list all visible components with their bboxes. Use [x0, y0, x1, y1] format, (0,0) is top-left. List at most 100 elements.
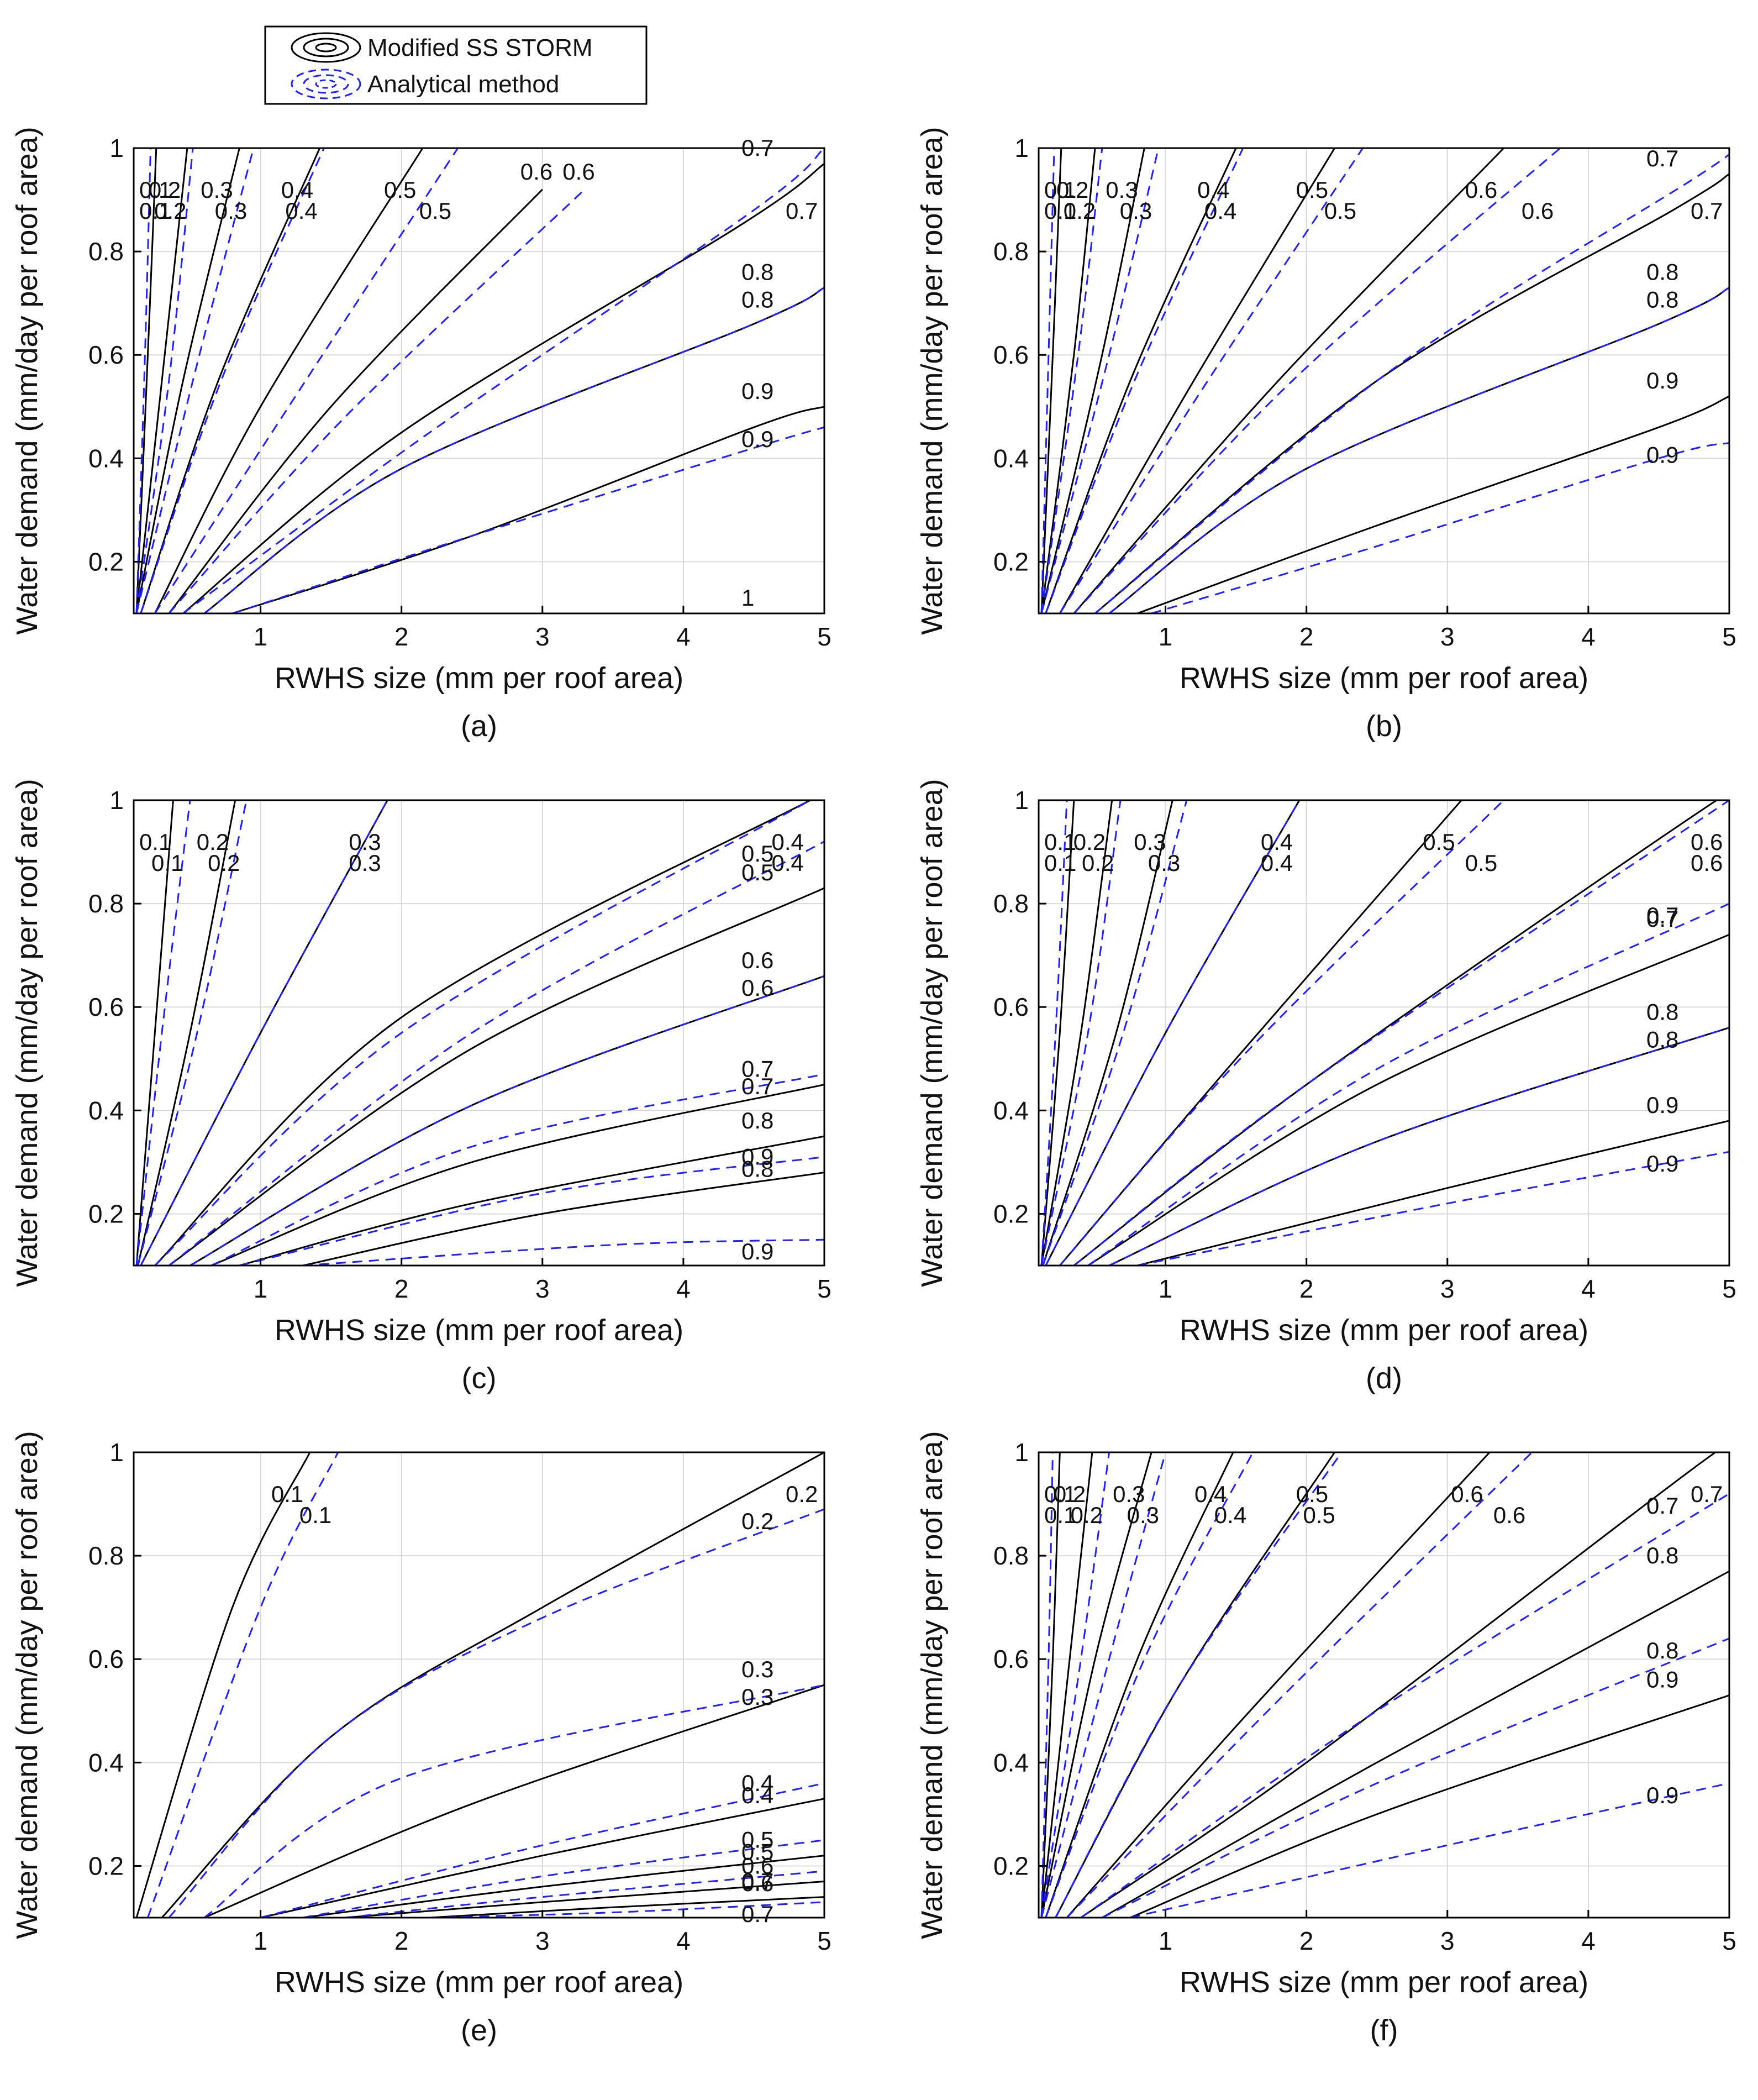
contour-label-0.2: 0.2	[1071, 1502, 1103, 1528]
contour-label-0.1: 0.1	[1044, 1502, 1076, 1528]
contour-label-0.6: 0.6	[1691, 850, 1723, 876]
ss-storm-contour-0.3	[1040, 1452, 1152, 1918]
ss-storm-contour-0.2	[1040, 1452, 1093, 1918]
contour-label-0.2: 0.2	[197, 829, 229, 855]
x-tick-label: 5	[1722, 1274, 1736, 1303]
x-tick-label: 1	[254, 1274, 268, 1303]
contour-label-0.7: 0.7	[1646, 1493, 1678, 1519]
y-tick-label: 0.4	[993, 1096, 1029, 1125]
y-tick-label: 0.6	[88, 340, 124, 369]
analytical-contour-0.8	[1108, 1027, 1729, 1266]
ss-storm-contour-0.6	[1073, 148, 1504, 613]
contour-label-0.1: 0.1	[139, 198, 171, 224]
contour-lines	[135, 800, 824, 1266]
contour-label-0.2: 0.2	[786, 1481, 818, 1507]
analytical-contour-0.8	[1102, 1637, 1729, 1918]
contour-label-0.4: 0.4	[1194, 1481, 1227, 1507]
contour-label-0.5: 0.5	[741, 1839, 773, 1865]
contour-label-0.9: 0.9	[1646, 1092, 1678, 1118]
contour-label-0.1: 0.1	[271, 1481, 303, 1507]
contour-label-0.4: 0.4	[772, 850, 804, 876]
y-tick-label: 1	[1014, 786, 1029, 815]
contour-label-0.9: 0.9	[1646, 368, 1678, 393]
contour-lines	[1040, 148, 1729, 613]
x-tick-label: 3	[1440, 622, 1455, 651]
analytical-contour-0.5	[154, 148, 459, 613]
ss-storm-contour-0.5	[168, 887, 824, 1266]
contour-label-0.8: 0.8	[1646, 259, 1678, 285]
contour-label-0.6: 0.6	[520, 159, 552, 185]
contour-label-0.4: 0.4	[772, 829, 804, 855]
y-tick-label: 0.8	[88, 889, 124, 918]
contour-label-0.3: 0.3	[215, 198, 247, 224]
analytical-contour-0.3	[1040, 1452, 1167, 1918]
contour-label-0.1: 0.1	[1044, 198, 1076, 224]
ss-storm-contour-0.6	[1073, 800, 1729, 1266]
ss-storm-contour-0.6	[345, 1881, 824, 1918]
analytical-contour-0.5	[168, 841, 824, 1266]
contour-label-0.6: 0.6	[562, 159, 594, 185]
x-tick-label: 3	[1440, 1274, 1455, 1303]
y-axis-label: Water demand (mm/day per roof area)	[915, 127, 949, 634]
y-tick-label: 0.2	[993, 1199, 1029, 1228]
ss-storm-contour-0.9	[232, 406, 824, 613]
contour-label-0.6: 0.6	[1522, 198, 1554, 224]
contour-label-0.2: 0.2	[1064, 198, 1096, 224]
y-tick-label: 0.2	[993, 547, 1029, 576]
ss-storm-contour-0.8	[1102, 1570, 1729, 1918]
ss-storm-contour-0.1	[135, 800, 174, 1266]
ss-storm-contour-0.2	[137, 800, 236, 1266]
ss-storm-contour-0.1	[135, 148, 157, 613]
contour-label-0.2: 0.2	[1082, 850, 1114, 876]
x-tick-label: 4	[1581, 1274, 1596, 1303]
analytical-contour-0.1	[147, 1452, 339, 1918]
x-tick-label: 1	[1159, 1274, 1173, 1303]
contour-label-0.7: 0.7	[741, 1901, 773, 1927]
contour-label-0.7: 0.7	[741, 1056, 773, 1082]
x-axis-label: RWHS size (mm per roof area)	[275, 1314, 683, 1347]
contour-label-0.3: 0.3	[1134, 829, 1166, 855]
analytical-contour-0.7	[1080, 1493, 1729, 1918]
contour-label-0.9: 0.9	[741, 378, 773, 404]
contour-label-0.7: 0.7	[1691, 1481, 1723, 1507]
analytical-contour-0.4	[140, 148, 325, 613]
x-tick-label: 3	[535, 1274, 550, 1303]
contour-label-0.4: 0.4	[281, 177, 313, 203]
contour-label-0.8: 0.8	[1646, 287, 1678, 313]
plot-frame	[1038, 1451, 1730, 1919]
ss-storm-contour-0.2	[135, 148, 188, 613]
contour-label-0.2: 0.2	[149, 177, 181, 203]
x-axis-label: RWHS size (mm per roof area)	[275, 1966, 683, 1999]
contour-label-0.1: 0.1	[1044, 829, 1076, 855]
analytical-contour-0.4	[1045, 800, 1301, 1266]
x-tick-label: 3	[535, 1926, 550, 1955]
contour-label-0.9: 0.9	[741, 1144, 773, 1170]
contour-label-0.9: 0.9	[1646, 1667, 1678, 1693]
contour-label-0.1: 0.1	[139, 829, 171, 855]
contour-label-0.3: 0.3	[741, 1684, 773, 1710]
analytical-contour-0.8	[1108, 287, 1729, 613]
x-tick-label: 2	[1299, 1274, 1314, 1303]
contour-label-0.1: 0.1	[1044, 850, 1076, 876]
plot-frame	[133, 799, 825, 1267]
ss-storm-contour-0.7	[1080, 1452, 1729, 1918]
contour-label-0.2: 0.2	[741, 1508, 773, 1534]
analytical-contour-0.9	[1151, 442, 1729, 613]
analytical-contour-0.7	[429, 1901, 824, 1918]
y-tick-label: 0.2	[88, 547, 124, 576]
panel-caption: (c)	[462, 1362, 497, 1395]
ss-storm-contour-0.9	[302, 1172, 824, 1266]
contour-label-0.2: 0.2	[1054, 1481, 1086, 1507]
analytical-contour-0.3	[203, 1684, 824, 1918]
contour-label-0.6: 0.6	[741, 1870, 773, 1896]
analytical-contour-0.4	[1045, 1452, 1254, 1918]
plot-frame	[1038, 147, 1730, 615]
panel-caption: (e)	[461, 2014, 497, 2047]
ss-storm-contour-0.3	[1042, 800, 1173, 1266]
analytical-contour-0.1	[135, 148, 152, 613]
x-tick-label: 4	[676, 622, 691, 651]
contour-label-0.6: 0.6	[1691, 829, 1723, 855]
y-axis-label: Water demand (mm/day per roof area)	[915, 1431, 949, 1939]
contour-label-0.9: 0.9	[1646, 442, 1678, 468]
y-tick-label: 0.4	[993, 1748, 1029, 1777]
